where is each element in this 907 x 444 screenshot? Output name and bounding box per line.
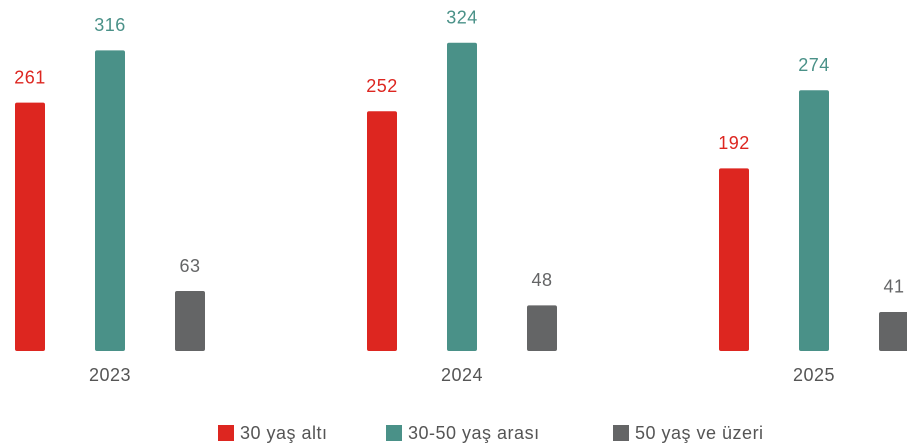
data-label: 192 [718, 133, 750, 153]
data-label: 63 [179, 256, 200, 276]
data-label: 48 [531, 270, 552, 290]
data-label: 261 [14, 67, 46, 87]
legend-label: 50 yaş ve üzeri [635, 423, 764, 443]
data-label: 324 [446, 7, 478, 27]
x-tick-label: 2024 [441, 365, 483, 385]
bar [527, 305, 557, 351]
legend-swatch [386, 425, 402, 441]
legend-swatch [613, 425, 629, 441]
x-tick-label: 2025 [793, 365, 835, 385]
legend-label: 30 yaş altı [240, 423, 328, 443]
bar [367, 111, 397, 352]
bar [447, 42, 477, 351]
bar [175, 291, 205, 351]
bar [879, 311, 907, 351]
bar [15, 102, 45, 351]
bar [95, 50, 125, 351]
bar [799, 90, 829, 352]
data-label: 252 [366, 76, 398, 96]
legend-label: 30-50 yaş arası [408, 423, 540, 443]
x-tick-label: 2023 [89, 365, 131, 385]
data-label: 316 [94, 15, 126, 35]
bar [719, 168, 749, 351]
legend-swatch [218, 425, 234, 441]
data-label: 274 [798, 55, 830, 75]
data-label: 41 [883, 277, 904, 297]
